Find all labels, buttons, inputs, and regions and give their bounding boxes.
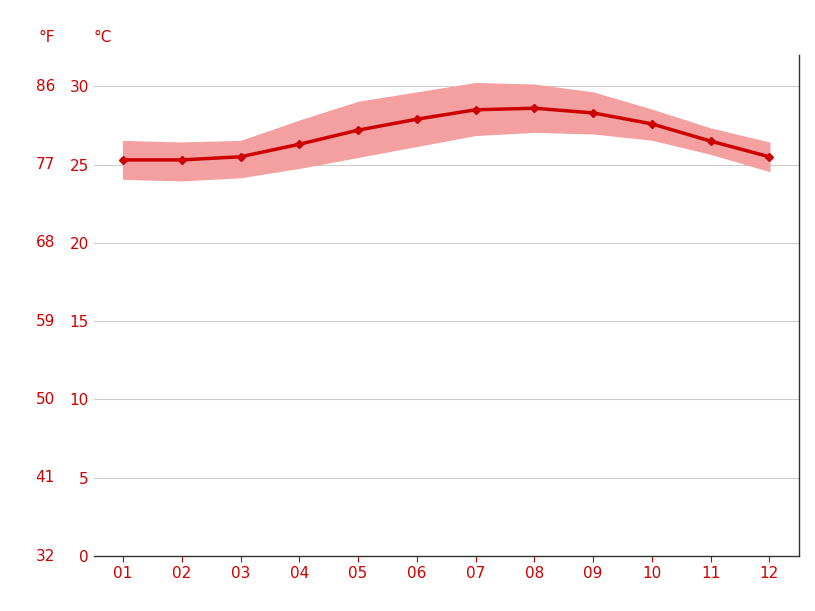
Text: 86: 86	[36, 79, 55, 94]
Text: 77: 77	[36, 157, 55, 172]
Text: 68: 68	[36, 235, 55, 251]
Text: 41: 41	[36, 470, 55, 485]
Text: °C: °C	[94, 30, 112, 45]
Text: 32: 32	[36, 549, 55, 563]
Text: 59: 59	[36, 313, 55, 329]
Text: 50: 50	[36, 392, 55, 407]
Text: °F: °F	[38, 30, 55, 45]
